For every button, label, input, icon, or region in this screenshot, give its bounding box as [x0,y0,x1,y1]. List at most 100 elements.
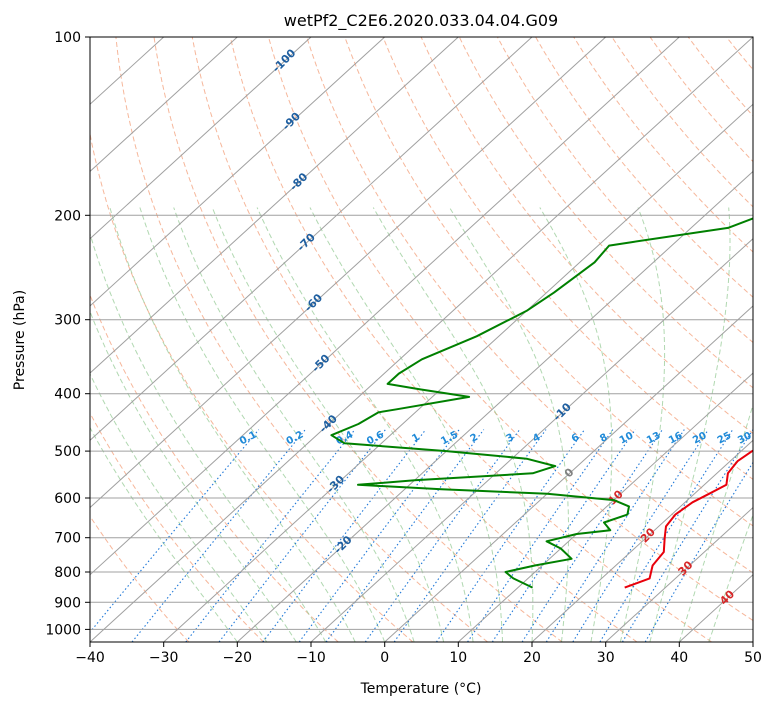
x-tick-label: 10 [449,650,467,666]
mixing-ratio-line [131,429,306,642]
x-tick-label: 0 [380,650,389,666]
dry-adiabat-line [90,412,264,642]
dry-adiabat-line [229,37,712,642]
isotherm-line [90,37,386,307]
y-axis-label: Pressure (hPa) [12,290,28,390]
isotherm-line [90,37,680,576]
isotherm-line [90,37,238,173]
x-tick-label: 30 [597,650,615,666]
moist-adiabat-line [449,207,570,642]
plot-area: 0.1 0.2 0.4 0.6 1 1.5 2 3 4 6 8 10 13 16 20 25 30 36-100-… [90,37,775,642]
mixing-ratio-label: 4 [531,432,542,445]
isotherm-line [531,439,753,642]
isotherm-line [90,37,753,642]
dry-adiabat-line [191,37,638,642]
moist-adiabat-line [678,403,753,642]
moist-adiabat-line [109,207,356,642]
mixing-ratio-line [435,429,585,642]
dry-adiabat-line [573,37,753,253]
dry-adiabat-line [649,37,753,163]
dry-adiabat-line [268,37,753,622]
moist-adiabat-line [211,207,445,642]
mixing-ratio-line [467,429,614,642]
moist-adiabat-line [708,513,753,642]
mixing-ratio-line [364,429,521,642]
y-tick-label: 200 [54,208,81,224]
y-tick-label: 500 [54,444,81,460]
dry-adiabat-line [344,37,753,527]
isotherm-line [90,37,459,374]
mixing-ratio-label: 36 [757,430,774,446]
mixing-ratio-line [599,429,734,642]
moist-adiabat-line [90,426,238,642]
dry-adiabat-line [458,37,753,389]
x-tick-label: −10 [296,650,326,666]
mixing-ratio-label: 1 [410,432,421,445]
x-tick-label: −30 [149,650,179,666]
moist-adiabat-line [256,207,474,642]
sounding-series [330,217,753,589]
mixing-ratio-label: 8 [598,432,609,445]
temperature-profile [624,449,753,589]
pressure-gridlines [90,37,753,630]
dry-adiabat-line [115,37,488,642]
mixing-ratio-line [393,429,547,642]
y-tick-label: 400 [54,387,81,403]
y-tick-label: 600 [54,491,81,507]
dewpoint-profile [330,217,753,589]
isotherm-line [384,305,753,642]
moist-adiabat-line [309,207,503,642]
mixing-ratio-label: 2 [469,432,480,445]
isotherm-line [752,641,753,642]
mixing-ratio-label: 30 [736,430,753,446]
dry-adiabat-line [90,515,190,642]
dry-adiabat-line [611,37,753,208]
isotherm-line [310,237,753,642]
dry-adiabat-line [687,37,753,117]
x-tick-label: 40 [670,650,688,666]
y-tick-label: 1000 [45,622,81,638]
x-tick-label: −40 [75,650,105,666]
y-tick-label: 900 [54,595,81,611]
y-tick-label: 800 [54,565,81,581]
mixing-ratio-label: 1.5 [439,429,460,447]
mixing-ratio-line [325,429,485,642]
moist-adiabat-line [372,207,534,642]
isotherm-line [236,170,753,642]
mixing-ratio-label: 0.1 [238,429,259,447]
isotherm-line [605,506,753,642]
dry-adiabat-line [306,37,753,574]
isotherm-line [457,372,753,642]
x-tick-label: −20 [223,650,253,666]
isotherm-label: -100 [270,46,299,75]
x-axis-label: Temperature (°C) [360,681,482,697]
isotherm-line [90,37,607,509]
isotherm-line [90,37,312,240]
mixing-ratio-label: 6 [570,432,581,445]
y-tick-label: 100 [54,30,81,46]
dry-adiabat-line [765,37,775,642]
mixing-ratio-label: 25 [716,430,733,446]
moist-adiabat-line [619,207,666,642]
dry-adiabat-line [726,37,753,71]
mixing-ratio-line [298,429,460,642]
mixing-ratio-line [644,461,753,642]
y-tick-label: 300 [54,313,81,329]
x-axis-ticks: −40 −30 −20 −10 0 10 20 30 40 50 [75,642,762,666]
mixing-ratio-label: 3 [505,432,516,445]
plot-frame [89,36,754,643]
mixing-ratio-line [621,429,753,642]
mixing-ratio-line [491,429,636,642]
moist-adiabat-line [90,310,297,642]
mixing-ratio-line [262,429,427,642]
moist-adiabat-line [173,207,415,642]
mixing-ratio-line [572,429,709,642]
isotherm-line [90,37,533,442]
chart-title: wetPf2_C2E6.2020.033.04.04.G09 [284,11,558,31]
moist-adiabat-line [90,232,327,642]
dry-adiabat-line [90,131,414,642]
dry-adiabat-line [496,37,753,344]
moist-adiabat-line [539,207,613,642]
mixing-ratio-line [185,429,356,642]
